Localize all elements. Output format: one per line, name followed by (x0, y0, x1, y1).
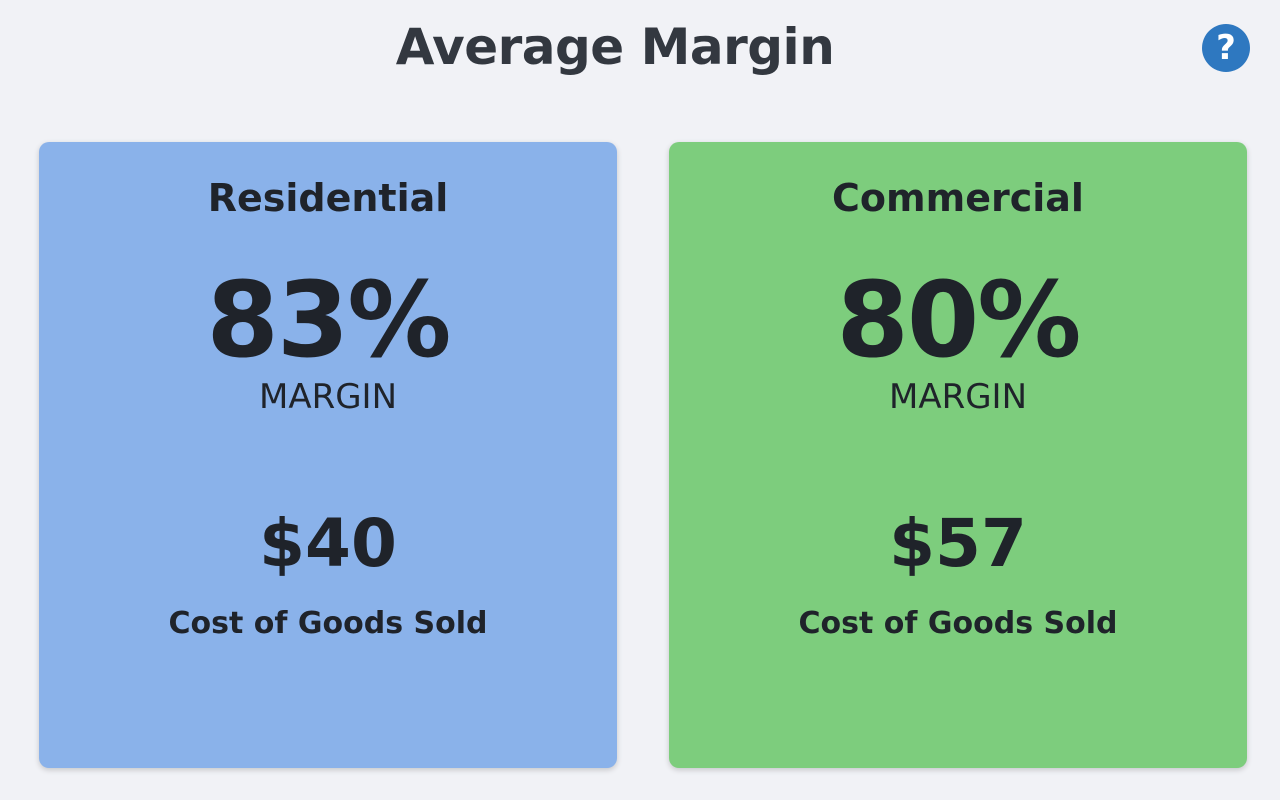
cogs-value: $40 (259, 505, 397, 582)
cogs-label: Cost of Goods Sold (168, 606, 488, 641)
widget-title: Average Margin (395, 18, 835, 76)
margin-percentage: 83% (206, 259, 452, 381)
commercial-card: Commercial 80% MARGIN $57 Cost of Goods … (669, 142, 1247, 768)
margin-label: MARGIN (258, 377, 398, 417)
card-title: Commercial (832, 176, 1084, 220)
help-question-icon[interactable]: ? (1202, 24, 1250, 72)
cogs-value: $57 (889, 505, 1027, 582)
margin-label: MARGIN (888, 377, 1028, 417)
margin-percentage: 80% (836, 259, 1082, 381)
card-title: Residential (207, 176, 449, 220)
residential-card: Residential 83% MARGIN $40 Cost of Goods… (39, 142, 617, 768)
cogs-label: Cost of Goods Sold (798, 606, 1118, 641)
